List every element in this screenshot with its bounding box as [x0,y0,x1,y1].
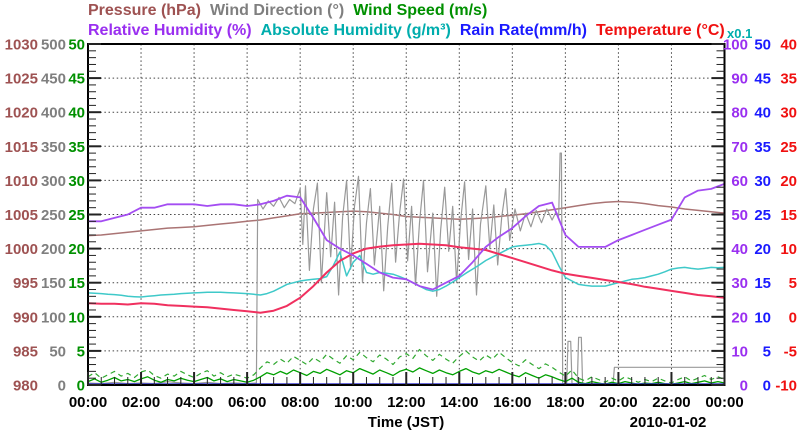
tick-label-wind-speed: 10 [68,309,85,326]
tick-label-wind-direction: 200 [41,241,66,258]
tick-label-pressure: 985 [13,343,38,360]
tick-label-wind-speed: 50 [68,37,85,54]
x-tick-label: 00:00 [705,394,743,411]
tick-label-rain-rate: 15 [754,275,771,292]
tick-label-rain-rate: 40 [754,105,771,122]
tick-label-wind-speed: 20 [68,241,85,258]
tick-label-relative-humidity: 50 [731,207,748,224]
x-tick-label: 14:00 [440,394,478,411]
tick-label-pressure: 1030 [5,37,38,54]
tick-label-relative-humidity: 70 [731,139,748,156]
tick-label-wind-speed: 0 [77,378,85,395]
tick-label-wind-speed: 30 [68,173,85,190]
tick-label-relative-humidity: 80 [731,105,748,122]
tick-label-pressure: 1025 [5,71,38,88]
tick-label-temperature: -10 [775,378,797,395]
tick-label-wind-direction: 350 [41,139,66,156]
date-label: 2010-01-02 [630,414,707,431]
tick-label-rain-rate: 25 [754,207,771,224]
tick-label-temperature: 10 [780,241,797,258]
x-tick-label: 22:00 [652,394,690,411]
tick-label-temperature: 0 [789,309,797,326]
tick-label-wind-direction: 500 [41,37,66,54]
legend-item-wind-direction: Wind Direction (°) [209,2,345,19]
tick-label-rain-rate: 35 [754,139,771,156]
tick-label-temperature: 25 [780,139,797,156]
tick-label-relative-humidity: 60 [731,173,748,190]
tick-label-wind-speed: 35 [68,139,85,156]
tick-label-wind-speed: 5 [77,343,85,360]
series-pressure [87,200,725,237]
tick-label-wind-direction: 100 [41,309,66,326]
legend-row-1: Pressure (hPa) Wind Direction (°) Wind Spe… [88,1,734,21]
tick-label-relative-humidity: 90 [731,71,748,88]
tick-label-temperature: -5 [784,343,797,360]
legend-item-wind-speed: Wind Speed (m/s) [353,2,488,19]
tick-label-relative-humidity: 40 [731,241,748,258]
tick-label-temperature: 5 [789,275,797,292]
tick-label-rain-rate: 5 [763,343,771,360]
series-wind-speed-max [87,348,725,384]
tick-label-pressure: 990 [13,309,38,326]
tick-label-wind-direction: 150 [41,275,66,292]
absolute-humidity-scale-note: x0.1 [727,26,753,41]
x-tick-label: 12:00 [387,394,425,411]
tick-label-wind-direction: 450 [41,71,66,88]
legend-item-relative-humidity: Relative Humidity (%) [88,22,252,39]
legend-item-temperature: Temperature (°C) [595,22,725,39]
tick-label-pressure: 1015 [5,139,38,156]
tick-label-wind-direction: 250 [41,207,66,224]
tick-label-rain-rate: 45 [754,71,771,88]
tick-label-temperature: 15 [780,207,797,224]
tick-label-pressure: 995 [13,275,38,292]
tick-label-relative-humidity: 20 [731,309,748,326]
x-axis-title: Time (JST) [368,414,444,431]
tick-label-wind-speed: 45 [68,71,85,88]
series-relative-humidity [88,182,725,291]
tick-label-rain-rate: 30 [754,173,771,190]
x-tick-label: 02:00 [122,394,160,411]
x-tick-label: 06:00 [228,394,266,411]
tick-label-wind-direction: 400 [41,105,66,122]
tick-label-pressure: 1010 [5,173,38,190]
x-tick-label: 18:00 [546,394,584,411]
x-tick-label: 08:00 [281,394,319,411]
legend-item-rain-rate: Rain Rate(mm/h) [459,22,587,39]
tick-label-pressure: 1000 [5,241,38,258]
x-tick-label: 20:00 [599,394,637,411]
x-tick-label: 04:00 [175,394,213,411]
tick-label-rain-rate: 10 [754,309,771,326]
tick-label-rain-rate: 20 [754,241,771,258]
tick-label-temperature: 30 [780,105,797,122]
tick-label-wind-direction: 0 [58,378,66,395]
tick-label-rain-rate: 0 [763,378,771,395]
x-tick-label: 00:00 [69,394,107,411]
x-tick-label: 10:00 [334,394,372,411]
tick-label-wind-speed: 40 [68,105,85,122]
legend-row-2: Relative Humidity (%) Absolute Humidity (… [88,21,734,41]
legend-item-pressure: Pressure (hPa) [88,2,201,19]
tick-label-pressure: 1005 [5,207,38,224]
tick-label-pressure: 1020 [5,105,38,122]
tick-label-wind-speed: 15 [68,275,85,292]
legend: Pressure (hPa) Wind Direction (°) Wind Spe… [88,1,734,41]
tick-label-temperature: 35 [780,71,797,88]
tick-label-wind-direction: 50 [49,343,66,360]
tick-label-wind-direction: 300 [41,173,66,190]
tick-label-temperature: 40 [780,37,797,54]
tick-label-pressure: 980 [13,378,38,395]
tick-label-relative-humidity: 100 [723,37,748,54]
tick-label-relative-humidity: 10 [731,343,748,360]
tick-label-temperature: 20 [780,173,797,190]
x-tick-label: 16:00 [493,394,531,411]
legend-item-absolute-humidity: Absolute Humidity (g/m³) [260,22,451,39]
tick-label-relative-humidity: 30 [731,275,748,292]
tick-label-wind-speed: 25 [68,207,85,224]
tick-label-rain-rate: 50 [754,37,771,54]
tick-label-relative-humidity: 0 [740,378,748,395]
series-temperature [87,242,725,314]
